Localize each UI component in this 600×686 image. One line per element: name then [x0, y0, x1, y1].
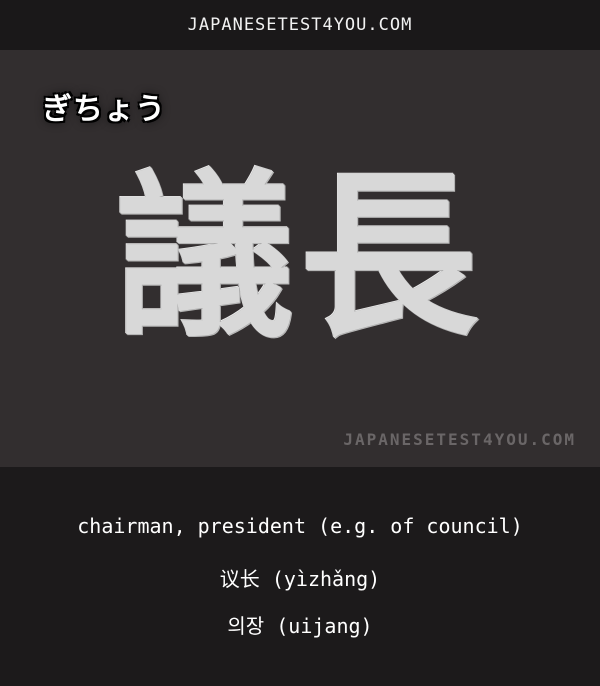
meanings-panel: chairman, president (e.g. of council) 议长…	[0, 467, 600, 686]
kana-reading: ぎちょう	[42, 92, 166, 127]
korean-meaning: 의장 (uijang)	[227, 614, 373, 638]
chinese-meaning: 议长 (yìzhǎng)	[219, 567, 381, 591]
kanji-card: ぎちょう 議長 JAPANESETEST4YOU.COM	[0, 50, 600, 467]
watermark: JAPANESETEST4YOU.COM	[343, 430, 576, 449]
site-header: JAPANESETEST4YOU.COM	[0, 0, 600, 50]
site-title: JAPANESETEST4YOU.COM	[187, 15, 413, 35]
english-meaning: chairman, president (e.g. of council)	[77, 514, 523, 538]
kanji-word: 議長	[116, 154, 484, 361]
